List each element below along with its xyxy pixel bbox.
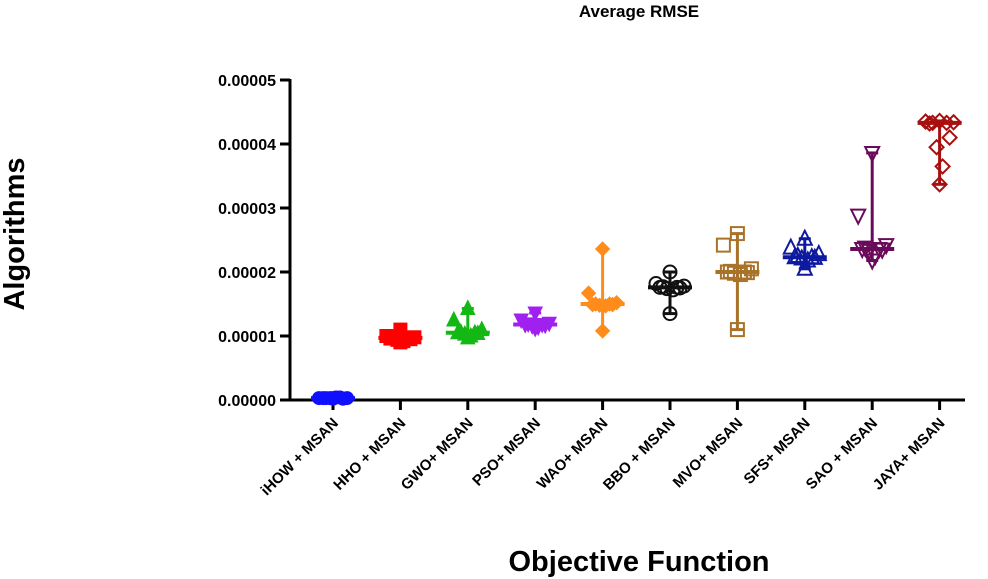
y-tick-label: 0.00004 — [218, 137, 276, 154]
data-point — [459, 299, 476, 315]
y-axis-label: Algorithms — [0, 157, 31, 310]
data-point — [594, 323, 611, 339]
y-tick-label: 0.00002 — [218, 265, 276, 282]
x-tick-label: MVO+ MSAN — [670, 415, 747, 492]
data-point — [941, 129, 959, 147]
series-hho-msan — [378, 322, 423, 350]
data-point — [597, 298, 614, 314]
y-tick-label: 0.00000 — [218, 393, 276, 410]
data-point — [849, 208, 867, 226]
x-tick-label: PSO+ MSAN — [469, 415, 544, 490]
series-bbo-msan — [648, 264, 692, 322]
data-point — [662, 306, 678, 322]
x-tick-label: iHOW + MSAN — [258, 415, 342, 499]
data-point — [527, 306, 544, 323]
data-point — [856, 240, 874, 258]
data-point — [580, 285, 597, 301]
data-point — [659, 281, 675, 297]
data-point — [326, 391, 340, 406]
chart-title: Average RMSE — [579, 2, 699, 21]
series-sfs-msan — [782, 228, 828, 276]
data-point — [796, 228, 814, 246]
data-point — [860, 243, 878, 262]
x-tick-label: GWO+ MSAN — [398, 415, 477, 494]
data-point — [393, 335, 408, 350]
series-wao-msan — [580, 241, 625, 339]
y-tick-label: 0.00003 — [218, 201, 276, 218]
x-tick-label: JAYA+ MSAN — [870, 415, 949, 494]
data-series-layer — [311, 112, 963, 406]
y-tick-label: 0.00001 — [218, 329, 276, 346]
data-point — [782, 237, 800, 255]
data-point — [863, 253, 881, 271]
data-point — [445, 310, 462, 327]
data-point — [931, 175, 949, 193]
x-tick-label: BBO + MSAN — [600, 415, 679, 494]
data-point — [796, 258, 814, 276]
series-ihow-msan — [311, 390, 355, 406]
data-point — [527, 321, 544, 338]
data-point — [732, 267, 748, 283]
series-mvo-msan — [715, 226, 760, 338]
y-axis: 0.00000 0.00001 0.00002 0.00003 0.00004 0.000… — [218, 73, 292, 410]
series-pso-msan — [513, 306, 558, 338]
data-point — [594, 241, 611, 257]
data-point — [789, 245, 807, 263]
x-axis-label: Objective Function — [508, 546, 769, 578]
data-point — [662, 264, 678, 280]
data-point — [934, 157, 952, 175]
series-gwo-msan — [445, 299, 490, 345]
data-point — [729, 226, 745, 242]
data-point — [924, 114, 942, 132]
data-point — [877, 238, 895, 256]
x-tick-label: SFS+ MSAN — [741, 415, 814, 488]
data-point — [665, 282, 681, 298]
data-point — [938, 114, 956, 132]
series-sao-msan — [849, 145, 895, 271]
data-point — [729, 322, 745, 338]
data-point — [715, 237, 731, 253]
data-point — [806, 247, 824, 265]
data-point — [945, 113, 963, 131]
series-jaya-msan — [917, 112, 963, 193]
data-point — [928, 138, 946, 156]
y-tick-label: 0.00005 — [218, 73, 276, 90]
data-point — [459, 328, 476, 345]
data-point — [863, 145, 881, 164]
data-point — [921, 115, 939, 132]
